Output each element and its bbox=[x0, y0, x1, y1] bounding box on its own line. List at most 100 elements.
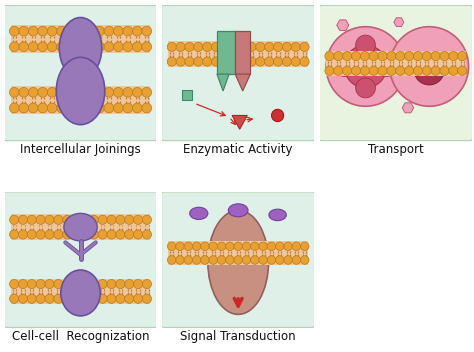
Circle shape bbox=[229, 57, 238, 66]
Circle shape bbox=[247, 42, 256, 51]
Circle shape bbox=[47, 42, 57, 52]
Circle shape bbox=[89, 230, 99, 239]
Circle shape bbox=[387, 66, 396, 75]
Circle shape bbox=[45, 279, 54, 289]
Circle shape bbox=[27, 294, 36, 303]
Circle shape bbox=[217, 242, 226, 251]
FancyBboxPatch shape bbox=[235, 31, 250, 74]
Circle shape bbox=[344, 45, 387, 88]
Circle shape bbox=[123, 103, 133, 113]
Circle shape bbox=[134, 294, 143, 303]
Circle shape bbox=[38, 42, 47, 52]
Circle shape bbox=[85, 26, 95, 36]
Circle shape bbox=[9, 103, 19, 113]
FancyBboxPatch shape bbox=[11, 87, 150, 114]
Circle shape bbox=[81, 230, 90, 239]
Circle shape bbox=[54, 294, 63, 303]
Circle shape bbox=[116, 230, 125, 239]
Circle shape bbox=[251, 256, 259, 264]
Circle shape bbox=[72, 230, 81, 239]
Polygon shape bbox=[402, 103, 414, 113]
FancyBboxPatch shape bbox=[162, 192, 315, 327]
Circle shape bbox=[9, 294, 18, 303]
Circle shape bbox=[203, 42, 212, 51]
Circle shape bbox=[19, 103, 28, 113]
Circle shape bbox=[81, 279, 90, 289]
Circle shape bbox=[264, 57, 273, 66]
Circle shape bbox=[203, 57, 212, 66]
Circle shape bbox=[57, 42, 66, 52]
Circle shape bbox=[113, 103, 123, 113]
Circle shape bbox=[18, 230, 27, 239]
Ellipse shape bbox=[64, 213, 97, 241]
Circle shape bbox=[9, 230, 18, 239]
Circle shape bbox=[292, 256, 301, 264]
Circle shape bbox=[234, 242, 242, 251]
Circle shape bbox=[18, 215, 27, 224]
Circle shape bbox=[220, 42, 229, 51]
Circle shape bbox=[217, 256, 226, 264]
Circle shape bbox=[107, 230, 116, 239]
Circle shape bbox=[201, 242, 209, 251]
Circle shape bbox=[72, 215, 81, 224]
Circle shape bbox=[76, 87, 85, 97]
Circle shape bbox=[63, 230, 72, 239]
Circle shape bbox=[275, 242, 284, 251]
Circle shape bbox=[85, 103, 95, 113]
Circle shape bbox=[431, 51, 440, 61]
FancyBboxPatch shape bbox=[4, 192, 157, 327]
Polygon shape bbox=[394, 18, 404, 26]
Circle shape bbox=[89, 279, 99, 289]
Circle shape bbox=[142, 230, 152, 239]
Circle shape bbox=[76, 103, 85, 113]
Circle shape bbox=[142, 215, 152, 224]
Circle shape bbox=[360, 51, 369, 61]
Circle shape bbox=[113, 42, 123, 52]
Circle shape bbox=[116, 215, 125, 224]
Circle shape bbox=[201, 256, 209, 264]
Circle shape bbox=[66, 103, 76, 113]
Circle shape bbox=[405, 51, 414, 61]
Circle shape bbox=[76, 26, 85, 36]
Ellipse shape bbox=[56, 57, 105, 125]
Circle shape bbox=[440, 51, 449, 61]
Circle shape bbox=[343, 66, 352, 75]
Circle shape bbox=[36, 215, 45, 224]
Circle shape bbox=[211, 57, 220, 66]
Circle shape bbox=[242, 256, 251, 264]
Circle shape bbox=[125, 230, 134, 239]
Polygon shape bbox=[232, 115, 247, 129]
Circle shape bbox=[132, 26, 142, 36]
Text: Enzymatic Activity: Enzymatic Activity bbox=[183, 143, 293, 156]
Circle shape bbox=[9, 26, 19, 36]
Circle shape bbox=[184, 242, 192, 251]
Circle shape bbox=[125, 294, 134, 303]
Circle shape bbox=[134, 230, 143, 239]
Circle shape bbox=[334, 66, 343, 75]
Circle shape bbox=[89, 215, 99, 224]
Circle shape bbox=[57, 103, 66, 113]
Polygon shape bbox=[235, 74, 250, 91]
Circle shape bbox=[85, 42, 95, 52]
Circle shape bbox=[47, 26, 57, 36]
Circle shape bbox=[378, 66, 387, 75]
Circle shape bbox=[9, 215, 18, 224]
Circle shape bbox=[47, 87, 57, 97]
Circle shape bbox=[267, 256, 276, 264]
Circle shape bbox=[38, 26, 47, 36]
Circle shape bbox=[264, 42, 273, 51]
Circle shape bbox=[104, 103, 114, 113]
Circle shape bbox=[123, 87, 133, 97]
Circle shape bbox=[142, 279, 152, 289]
Circle shape bbox=[422, 51, 431, 61]
Circle shape bbox=[45, 215, 54, 224]
Circle shape bbox=[66, 26, 76, 36]
Circle shape bbox=[439, 58, 456, 75]
Circle shape bbox=[132, 87, 142, 97]
FancyBboxPatch shape bbox=[4, 5, 157, 141]
Circle shape bbox=[369, 51, 378, 61]
Circle shape bbox=[247, 57, 256, 66]
Circle shape bbox=[57, 87, 66, 97]
Circle shape bbox=[414, 54, 444, 85]
Circle shape bbox=[116, 279, 125, 289]
